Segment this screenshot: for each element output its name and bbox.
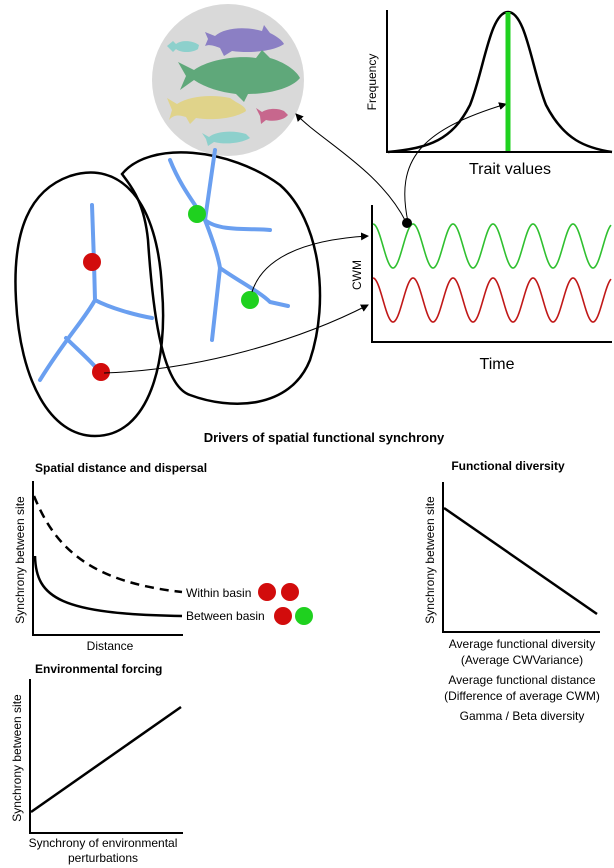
functional-panel-extra-line2: (Difference of average CWM) bbox=[444, 689, 600, 703]
fish-icon bbox=[205, 25, 284, 56]
cwm-sample-point bbox=[402, 218, 412, 228]
between-basin-curve bbox=[33, 555, 183, 618]
environment-panel-xlabel-line2: perturbations bbox=[68, 851, 138, 865]
functional-panel-title: Functional diversity bbox=[451, 459, 565, 473]
site-green-upstream bbox=[188, 205, 206, 223]
arrow-green-site-to-cwm bbox=[251, 232, 369, 293]
fish-icon bbox=[178, 50, 300, 102]
fish-community-illustration bbox=[152, 4, 304, 156]
within-basin-dot-red bbox=[258, 583, 276, 601]
spatial-panel-title: Spatial distance and dispersal bbox=[35, 461, 207, 475]
functional-trend-line bbox=[443, 506, 598, 616]
fish-icon bbox=[167, 96, 246, 124]
basin-right-outline bbox=[120, 151, 322, 405]
connector-arrows bbox=[103, 102, 507, 374]
fish-icon bbox=[256, 108, 288, 124]
functional-panel-extra-line1: Average functional distance bbox=[448, 673, 596, 687]
arrow-cwm-to-fish bbox=[295, 113, 407, 223]
between-basin-dot-red bbox=[274, 607, 292, 625]
river-network-left bbox=[38, 203, 154, 382]
environment-trend-line bbox=[30, 705, 182, 814]
page-title: Drivers of spatial functional synchrony bbox=[204, 430, 445, 445]
cwm-time-panel: CWM Time bbox=[350, 205, 612, 373]
trait-frequency-curve bbox=[387, 10, 613, 154]
functional-panel-xlabel-line2: (Average CWVariance) bbox=[461, 653, 583, 667]
functional-panel-extra-line3: Gamma / Beta diversity bbox=[460, 709, 585, 723]
site-red-upstream bbox=[83, 253, 101, 271]
site-red-downstream bbox=[92, 363, 110, 381]
basin-left-outline bbox=[14, 171, 165, 438]
cwm-panel-ylabel: CWM bbox=[350, 260, 364, 290]
within-basin-curve bbox=[32, 495, 183, 594]
environment-panel-xlabel-line1: Synchrony of environmental bbox=[29, 836, 178, 850]
cwm-series-red bbox=[372, 277, 612, 323]
environment-panel-ylabel: Synchrony between site bbox=[10, 694, 24, 822]
environmental-forcing-panel: Environmental forcing Synchrony between … bbox=[10, 662, 183, 865]
river-network-right bbox=[168, 148, 290, 342]
functional-diversity-panel: Functional diversity Synchrony between s… bbox=[423, 459, 600, 723]
between-basin-dot-green bbox=[295, 607, 313, 625]
between-basin-label: Between basin bbox=[186, 609, 265, 623]
within-basin-dot-red bbox=[281, 583, 299, 601]
arrow-cwm-to-trait bbox=[404, 102, 507, 223]
spatial-panel-xlabel: Distance bbox=[87, 639, 134, 653]
cwm-panel-xlabel: Time bbox=[480, 356, 515, 373]
cwm-series-green bbox=[372, 223, 612, 269]
fish-icon bbox=[167, 41, 199, 52]
functional-panel-xlabel-line1: Average functional diversity bbox=[449, 637, 596, 651]
spatial-distance-panel: Spatial distance and dispersal Synchrony… bbox=[13, 461, 313, 653]
environment-panel-title: Environmental forcing bbox=[35, 662, 162, 676]
functional-panel-ylabel: Synchrony between site bbox=[423, 496, 437, 624]
fish-icon bbox=[202, 131, 250, 146]
spatial-panel-ylabel: Synchrony between site bbox=[13, 496, 27, 624]
arrow-red-site-to-cwm bbox=[103, 304, 369, 374]
trait-panel-xlabel: Trait values bbox=[469, 161, 551, 178]
trait-distribution-panel: Frequency Trait values bbox=[365, 10, 613, 178]
site-green-downstream bbox=[241, 291, 259, 309]
trait-panel-ylabel: Frequency bbox=[365, 54, 379, 111]
within-basin-label: Within basin bbox=[186, 586, 251, 600]
basins-map bbox=[14, 148, 322, 438]
